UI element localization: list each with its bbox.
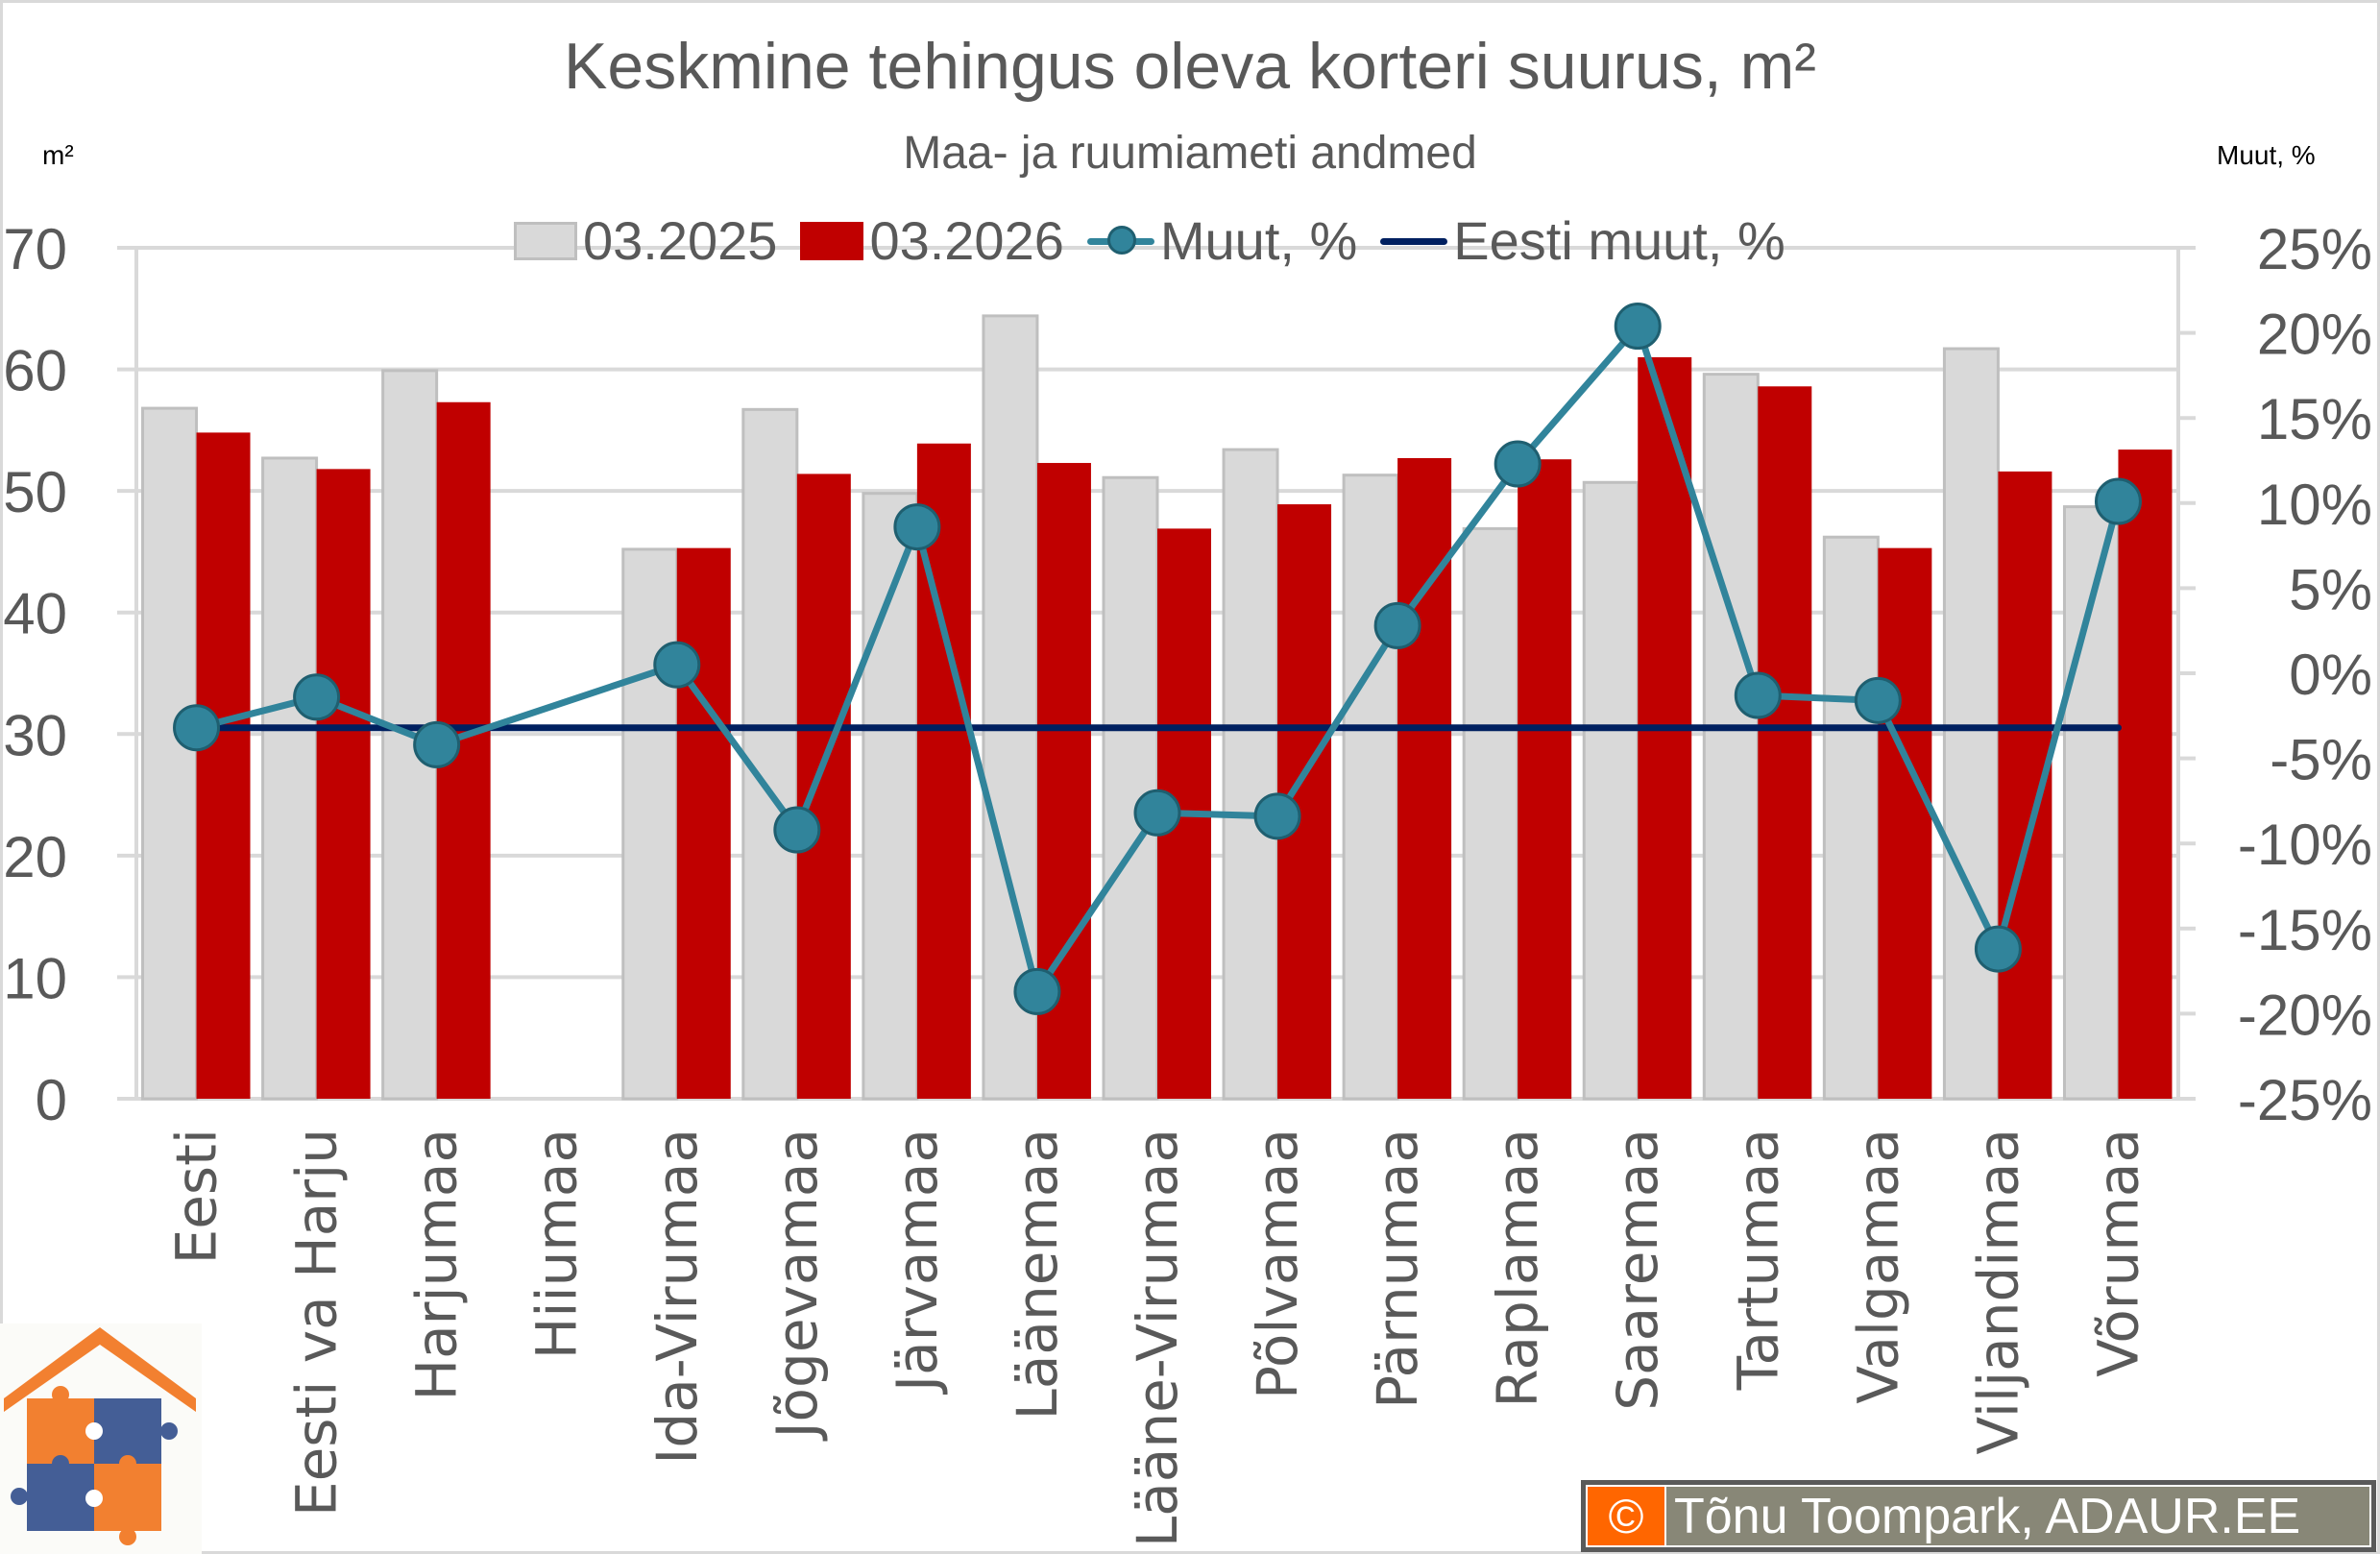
x-axis-category-label: Põlvamaa	[1245, 1129, 1310, 1399]
change-marker	[893, 503, 941, 551]
y2-axis-tick-label: -10%	[2238, 813, 2372, 877]
y2-axis-tick-label: -25%	[2238, 1068, 2372, 1132]
chart-title: Keskmine tehingus oleva korteri suurus, …	[564, 30, 1816, 103]
legend-label-change: Muut, %	[1159, 210, 1358, 271]
change-line	[195, 323, 2122, 995]
legend-swatch-2026	[800, 221, 864, 260]
legend-label-2026: 03.2026	[869, 210, 1064, 271]
change-marker	[1614, 303, 1662, 351]
change-marker	[1734, 671, 1782, 719]
y2-axis-tick-label: -20%	[2238, 983, 2372, 1047]
bar-2026	[196, 432, 251, 1100]
x-axis-category-label: Harjumaa	[404, 1129, 470, 1400]
bar-2025	[1942, 347, 2000, 1101]
bar-2026	[316, 469, 371, 1099]
y2-axis-tick-label: 0%	[2289, 643, 2372, 707]
y2-axis-tick-label: -5%	[2270, 728, 2372, 792]
bar-2026	[1397, 457, 1452, 1099]
x-axis-category-label: Läänemaa	[1005, 1129, 1070, 1420]
legend-label-2025: 03.2025	[583, 210, 778, 271]
y-axis-tick-label: 40	[3, 582, 67, 646]
copyright-badge: © Tõnu Toompark, ADAUR.EE	[1581, 1480, 2376, 1552]
y-axis-tick-label: 0	[36, 1068, 67, 1132]
change-marker	[173, 704, 221, 752]
legend-swatch-change	[1086, 224, 1154, 258]
change-marker	[653, 641, 701, 689]
legend-item-change: Muut, %	[1086, 209, 1358, 272]
change-marker	[1373, 601, 1421, 649]
legend-swatch-eesti-change	[1380, 224, 1448, 258]
y2-axis-tick-label: 5%	[2289, 557, 2372, 621]
y2-axis-tick-label: -15%	[2238, 898, 2372, 962]
x-axis-category-label: Võrumaa	[2085, 1129, 2150, 1377]
x-axis-category-label: Hiiumaa	[524, 1129, 590, 1359]
change-marker	[1494, 440, 1542, 488]
legend-label-eesti-change: Eesti muut, %	[1453, 210, 1785, 271]
x-axis-category-label: Jõgevamaa	[765, 1129, 830, 1442]
bar-2026	[676, 547, 731, 1099]
left-axis-unit: m²	[42, 140, 74, 170]
x-axis-category-label: Tartumaa	[1725, 1129, 1790, 1391]
bar-2025	[141, 406, 199, 1101]
y-axis-tick-label: 20	[3, 825, 67, 889]
y2-axis-tick-label: 20%	[2257, 303, 2372, 367]
right-axis-unit: Muut, %	[2217, 140, 2316, 170]
bar-2025	[1222, 448, 1279, 1101]
change-marker	[1974, 925, 2022, 973]
x-axis-category-label: Pärnumaa	[1365, 1129, 1430, 1409]
y-axis-tick-label: 30	[3, 703, 67, 767]
bar-2026	[2118, 449, 2173, 1099]
change-marker	[413, 720, 461, 768]
y-axis-tick-label: 50	[3, 460, 67, 524]
x-axis-category-label: Valgamaa	[1845, 1129, 1910, 1404]
bar-2025	[862, 492, 919, 1101]
y-axis-tick-label: 70	[3, 217, 67, 281]
y2-axis-tick-label: 15%	[2257, 387, 2372, 451]
bar-2025	[261, 456, 319, 1101]
bar-2026	[796, 473, 851, 1099]
bar-2026	[1878, 547, 1932, 1099]
y-axis-tick-label: 60	[3, 339, 67, 403]
change-marker	[1013, 967, 1061, 1015]
x-axis-category-label: Ida-Virumaa	[644, 1129, 710, 1465]
change-marker	[1854, 676, 1902, 724]
puzzle-house-logo	[0, 1323, 202, 1554]
change-marker	[2094, 477, 2142, 525]
x-axis-category-label: Järvamaa	[885, 1129, 950, 1395]
bar-2025	[1582, 480, 1639, 1101]
bar-2026	[1758, 386, 1812, 1099]
bar-2025	[1702, 373, 1760, 1101]
bar-2025	[741, 407, 799, 1101]
legend-item-2026: 03.2026	[800, 209, 1064, 272]
bar-2025	[1102, 475, 1159, 1101]
change-marker	[773, 806, 821, 854]
x-axis-category-label: Viljandimaa	[1965, 1129, 2030, 1455]
change-marker	[1253, 792, 1301, 840]
copyright-text: Tõnu Toompark, ADAUR.EE	[1674, 1488, 2301, 1544]
x-axis-category-label: Eesti va Harju	[284, 1129, 350, 1517]
x-axis-category-label: Raplamaa	[1485, 1129, 1550, 1408]
bar-2025	[1462, 526, 1519, 1101]
legend-item-2025: 03.2025	[514, 209, 777, 272]
y-axis-tick-label: 10	[3, 946, 67, 1010]
y2-axis-tick-label: 25%	[2257, 217, 2372, 281]
copyright-icon: ©	[1588, 1487, 1666, 1545]
x-axis-category-label: Lääne-Virumaa	[1125, 1129, 1190, 1547]
x-axis-category-label: Eesti	[164, 1129, 230, 1264]
bar-2025	[621, 547, 679, 1101]
chart-legend: 03.2025 03.2026 Muut, % Eesti muut, %	[514, 209, 1799, 272]
change-marker	[1133, 789, 1181, 837]
bar-2025	[1342, 473, 1399, 1101]
bar-2025	[1822, 535, 1880, 1101]
bar-2026	[1518, 459, 1572, 1100]
y2-axis-tick-label: 10%	[2257, 473, 2372, 537]
change-marker	[293, 673, 341, 721]
legend-swatch-2025	[514, 221, 577, 260]
x-axis-category-label: Saaremaa	[1605, 1129, 1670, 1411]
legend-item-eesti-change: Eesti muut, %	[1380, 209, 1785, 272]
house-puzzle-icon	[4, 1327, 196, 1545]
chart-subtitle: Maa- ja ruumiameti andmed	[903, 128, 1477, 179]
